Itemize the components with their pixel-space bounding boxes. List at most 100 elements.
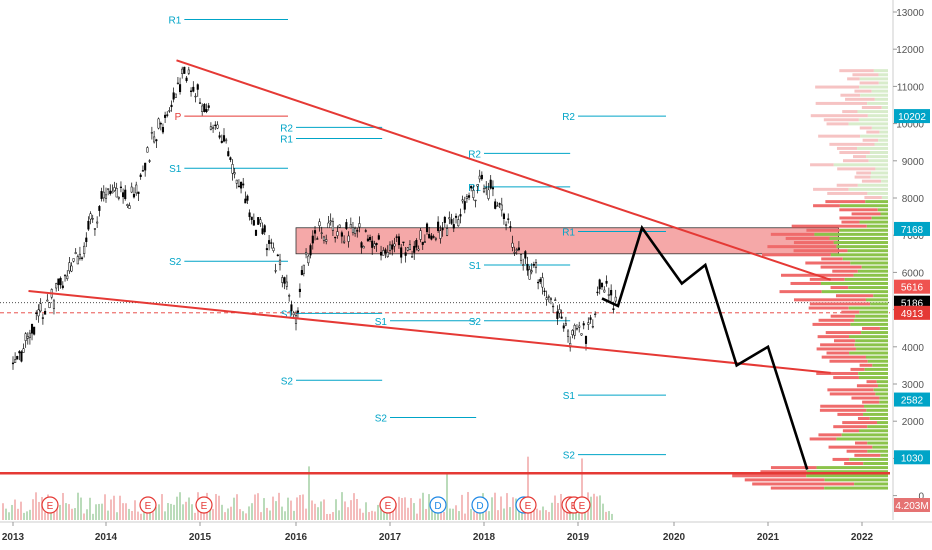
pivot-label-s1: S1 bbox=[375, 317, 388, 328]
volume-bar bbox=[563, 503, 565, 520]
price-badge-label: 4.203M bbox=[895, 501, 928, 512]
volume-profile-buy-bar bbox=[858, 118, 888, 122]
candle-body bbox=[343, 240, 346, 243]
candle-body bbox=[591, 326, 594, 328]
candle-body bbox=[400, 247, 403, 258]
volume-bar bbox=[29, 509, 31, 520]
candle-body bbox=[63, 274, 67, 277]
candle-body bbox=[432, 236, 435, 238]
candle-body bbox=[89, 213, 92, 220]
candle-body bbox=[59, 277, 62, 286]
volume-profile-sell-bar bbox=[827, 191, 868, 195]
candle-body bbox=[212, 127, 215, 129]
volume-profile-sell-bar bbox=[825, 200, 866, 204]
volume-profile-sell-bar bbox=[820, 343, 855, 347]
volume-bar bbox=[107, 510, 109, 520]
candle-body bbox=[168, 110, 171, 112]
volume-profile-buy-bar bbox=[847, 249, 888, 253]
volume-profile-sell-bar bbox=[744, 478, 825, 482]
volume-profile-buy-bar bbox=[858, 429, 888, 433]
candle-body bbox=[384, 249, 387, 254]
candle-body bbox=[338, 224, 341, 228]
volume-profile-sell-bar bbox=[839, 208, 878, 212]
volume-bar bbox=[140, 513, 142, 520]
candle-body bbox=[541, 277, 544, 288]
candle-body bbox=[322, 236, 326, 241]
volume-bar bbox=[86, 509, 88, 520]
volume-bar bbox=[551, 502, 553, 520]
candle-body bbox=[252, 220, 255, 226]
volume-bar bbox=[317, 507, 319, 520]
volume-bar bbox=[5, 508, 7, 520]
volume-bar bbox=[452, 508, 454, 520]
volume-profile-sell-bar bbox=[791, 224, 867, 228]
candle-body bbox=[566, 330, 570, 337]
volume-bar bbox=[56, 504, 58, 520]
candle-body bbox=[517, 247, 520, 251]
candle-body bbox=[421, 241, 424, 245]
volume-bar bbox=[338, 510, 340, 520]
volume-profile-buy-bar bbox=[854, 482, 888, 486]
volume-profile-buy-bar bbox=[844, 277, 888, 281]
volume-profile-sell-bar bbox=[840, 93, 861, 97]
candle-body bbox=[454, 215, 458, 218]
candle-body bbox=[102, 191, 105, 199]
volume-profile-buy-bar bbox=[824, 478, 888, 482]
candle-body bbox=[413, 245, 416, 253]
candle-body bbox=[216, 124, 219, 129]
volume-profile-sell-bar bbox=[821, 355, 866, 359]
volume-bar bbox=[413, 503, 415, 520]
candle-body bbox=[382, 250, 385, 256]
volume-profile-buy-bar bbox=[872, 363, 888, 367]
volume-profile-buy-bar bbox=[848, 286, 888, 290]
candle-body bbox=[298, 288, 301, 293]
candle-body bbox=[150, 132, 153, 134]
volume-profile-sell-bar bbox=[790, 281, 821, 285]
candle-body bbox=[478, 175, 481, 180]
pivot-label-r2: R2 bbox=[468, 149, 481, 160]
volume-profile-sell-bar bbox=[842, 159, 869, 163]
candle-body bbox=[294, 314, 298, 324]
volume-profile-sell-bar bbox=[810, 163, 834, 167]
x-tick-label: 2020 bbox=[663, 532, 686, 543]
candle-body bbox=[196, 84, 199, 90]
candle-body bbox=[614, 296, 617, 302]
candle-body bbox=[61, 285, 64, 288]
volume-profile-buy-bar bbox=[867, 101, 888, 105]
volume-bar bbox=[362, 512, 364, 520]
candle-body bbox=[511, 242, 514, 248]
x-tick-label: 2014 bbox=[95, 532, 118, 543]
candle-body bbox=[430, 235, 433, 240]
candle-body bbox=[259, 219, 262, 224]
volume-profile-buy-bar bbox=[850, 261, 888, 265]
candle-body bbox=[37, 309, 40, 317]
candle-body bbox=[240, 182, 243, 189]
volume-profile-buy-bar bbox=[863, 412, 888, 416]
candle-body bbox=[52, 300, 56, 309]
candle-body bbox=[522, 264, 525, 266]
candle-body bbox=[222, 135, 226, 142]
volume-profile-buy-bar bbox=[881, 179, 888, 183]
volume-profile-sell-bar bbox=[866, 380, 877, 384]
pivot-label-s1: S1 bbox=[281, 309, 294, 320]
candle-body bbox=[316, 238, 319, 240]
volume-bar bbox=[545, 510, 547, 520]
candle-body bbox=[288, 295, 291, 297]
volume-profile-sell-bar bbox=[827, 388, 874, 392]
volume-bar bbox=[428, 494, 430, 520]
volume-profile-buy-bar bbox=[864, 367, 888, 371]
candle-body bbox=[261, 228, 264, 234]
candle-body bbox=[379, 251, 383, 256]
volume-profile-sell-bar bbox=[851, 212, 881, 216]
volume-bar bbox=[398, 496, 400, 520]
pivot-label-r1: R1 bbox=[468, 183, 481, 194]
candle-body bbox=[278, 259, 282, 265]
candle-body bbox=[526, 263, 529, 271]
volume-profile-sell-bar bbox=[820, 265, 862, 269]
candle-body bbox=[66, 275, 69, 279]
volume-profile-buy-bar bbox=[849, 335, 888, 339]
volume-bar bbox=[158, 504, 160, 520]
volume-profile-buy-bar bbox=[861, 265, 888, 269]
